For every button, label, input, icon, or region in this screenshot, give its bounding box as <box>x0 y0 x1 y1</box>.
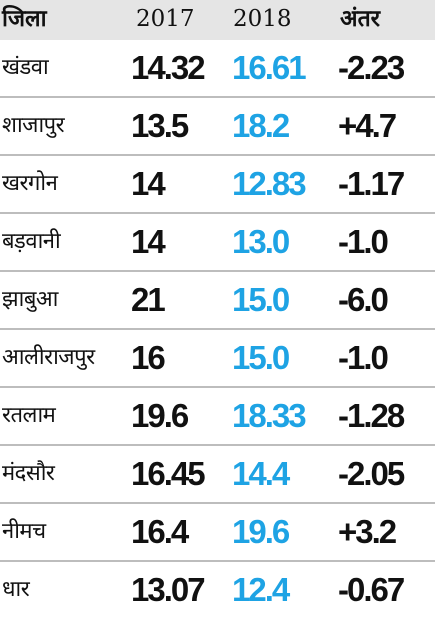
district-name: धार <box>2 577 30 602</box>
header-year-2017: 2017 <box>136 6 195 32</box>
table-row: आलीराजपुर 16 15.0 -1.0 <box>0 330 435 388</box>
value-2017: 21 <box>131 281 166 318</box>
table-row: रतलाम 19.6 18.33 -1.28 <box>0 388 435 446</box>
table-row: झाबुआ 21 15.0 -6.0 <box>0 272 435 330</box>
table-row: शाजापुर 13.5 18.2 +4.7 <box>0 98 435 156</box>
value-difference: -2.23 <box>338 49 405 86</box>
value-difference: -1.0 <box>338 339 389 376</box>
table-row: धार 13.07 12.4 -0.67 <box>0 562 435 620</box>
value-2017: 16.4 <box>131 513 189 550</box>
value-2017: 14.32 <box>131 49 206 86</box>
value-2018: 12.83 <box>232 165 307 202</box>
value-2018: 19.6 <box>232 513 290 550</box>
value-2017: 13.5 <box>131 107 189 144</box>
value-2017: 16 <box>131 339 166 376</box>
value-2017: 16.45 <box>131 455 206 492</box>
table-row: खंडवा 14.32 16.61 -2.23 <box>0 40 435 98</box>
district-name: खरगोन <box>2 171 58 196</box>
value-2018: 18.33 <box>232 397 307 434</box>
row-divider <box>0 444 435 446</box>
district-name: आलीराजपुर <box>2 345 95 370</box>
district-name: झाबुआ <box>2 287 58 312</box>
value-difference: -0.67 <box>338 571 405 608</box>
value-difference: -1.0 <box>338 223 389 260</box>
value-2018: 13.0 <box>232 223 290 260</box>
value-2018: 18.2 <box>232 107 290 144</box>
header-difference: अंतर <box>340 6 381 32</box>
value-difference: +3.2 <box>338 513 397 550</box>
value-2018: 15.0 <box>232 281 290 318</box>
table-row: मंदसौर 16.45 14.4 -2.05 <box>0 446 435 504</box>
district-name: मंदसौर <box>2 461 55 486</box>
row-divider <box>0 212 435 214</box>
district-name: खंडवा <box>2 55 49 80</box>
district-name: शाजापुर <box>2 113 65 138</box>
header-district: जिला <box>2 6 47 32</box>
row-divider <box>0 502 435 504</box>
row-divider <box>0 154 435 156</box>
row-divider <box>0 96 435 98</box>
value-2018: 14.4 <box>232 455 290 492</box>
value-2018: 15.0 <box>232 339 290 376</box>
row-divider <box>0 386 435 388</box>
value-difference: -2.05 <box>338 455 405 492</box>
value-2018: 16.61 <box>232 49 307 86</box>
value-2018: 12.4 <box>232 571 290 608</box>
table-row: खरगोन 14 12.83 -1.17 <box>0 156 435 214</box>
district-name: रतलाम <box>2 403 56 428</box>
header-year-2018: 2018 <box>233 6 292 32</box>
table-header: जिला 2017 2018 अंतर <box>0 0 435 40</box>
table-row: बड़वानी 14 13.0 -1.0 <box>0 214 435 272</box>
value-difference: -1.28 <box>338 397 405 434</box>
value-2017: 13.07 <box>131 571 206 608</box>
row-divider <box>0 270 435 272</box>
value-difference: +4.7 <box>338 107 397 144</box>
value-difference: -1.17 <box>338 165 405 202</box>
district-name: नीमच <box>2 519 46 544</box>
table-row: नीमच 16.4 19.6 +3.2 <box>0 504 435 562</box>
value-difference: -6.0 <box>338 281 389 318</box>
district-name: बड़वानी <box>2 229 61 254</box>
row-divider <box>0 560 435 562</box>
value-2017: 14 <box>131 165 166 202</box>
value-2017: 14 <box>131 223 166 260</box>
row-divider <box>0 328 435 330</box>
value-2017: 19.6 <box>131 397 189 434</box>
